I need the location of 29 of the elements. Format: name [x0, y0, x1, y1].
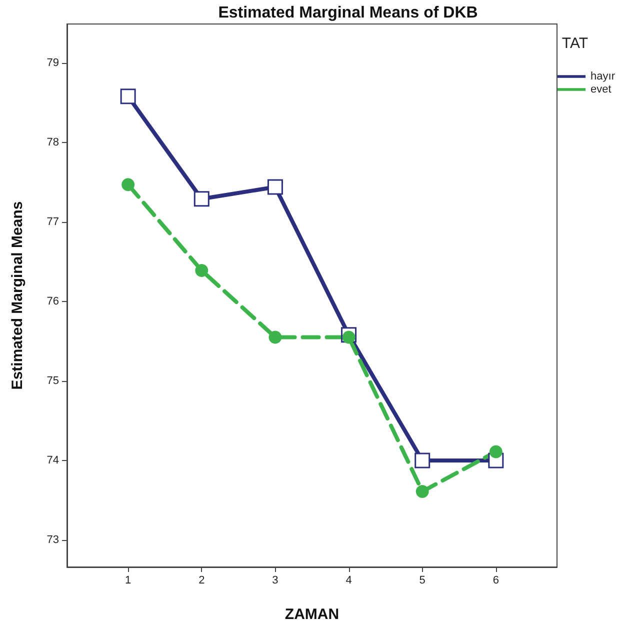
point — [489, 445, 502, 458]
y-tick-label: 76 — [46, 295, 59, 308]
y-tick-label: 77 — [46, 216, 59, 228]
y-axis-title: Estimated Marginal Means — [9, 201, 26, 390]
x-axis-title: ZAMAN — [284, 606, 340, 623]
x-tick-label: 5 — [419, 574, 426, 586]
point — [120, 88, 136, 104]
point — [122, 178, 135, 192]
point — [194, 191, 210, 207]
legend-label: evet — [590, 84, 612, 96]
y-tick-label: 75 — [46, 374, 59, 387]
point — [267, 179, 283, 195]
point — [195, 264, 208, 277]
point — [414, 452, 430, 468]
point — [342, 330, 356, 344]
x-tick-label: 3 — [272, 574, 278, 586]
y-tick-label: 79 — [46, 56, 59, 69]
point — [416, 484, 429, 498]
x-tick-label: 2 — [198, 574, 205, 586]
x-tick-label: 1 — [125, 574, 132, 586]
legend-label: hayır — [590, 70, 616, 82]
x-tick-label: 6 — [492, 574, 499, 586]
x-tick-label: 4 — [346, 574, 352, 586]
y-tick-label: 73 — [46, 534, 59, 546]
point — [268, 330, 282, 344]
legend-title: TAT — [562, 35, 588, 52]
y-tick-label: 74 — [46, 454, 59, 466]
chart-title: Estimated Marginal Means of DKB — [218, 4, 478, 22]
y-tick-label: 78 — [46, 136, 59, 148]
